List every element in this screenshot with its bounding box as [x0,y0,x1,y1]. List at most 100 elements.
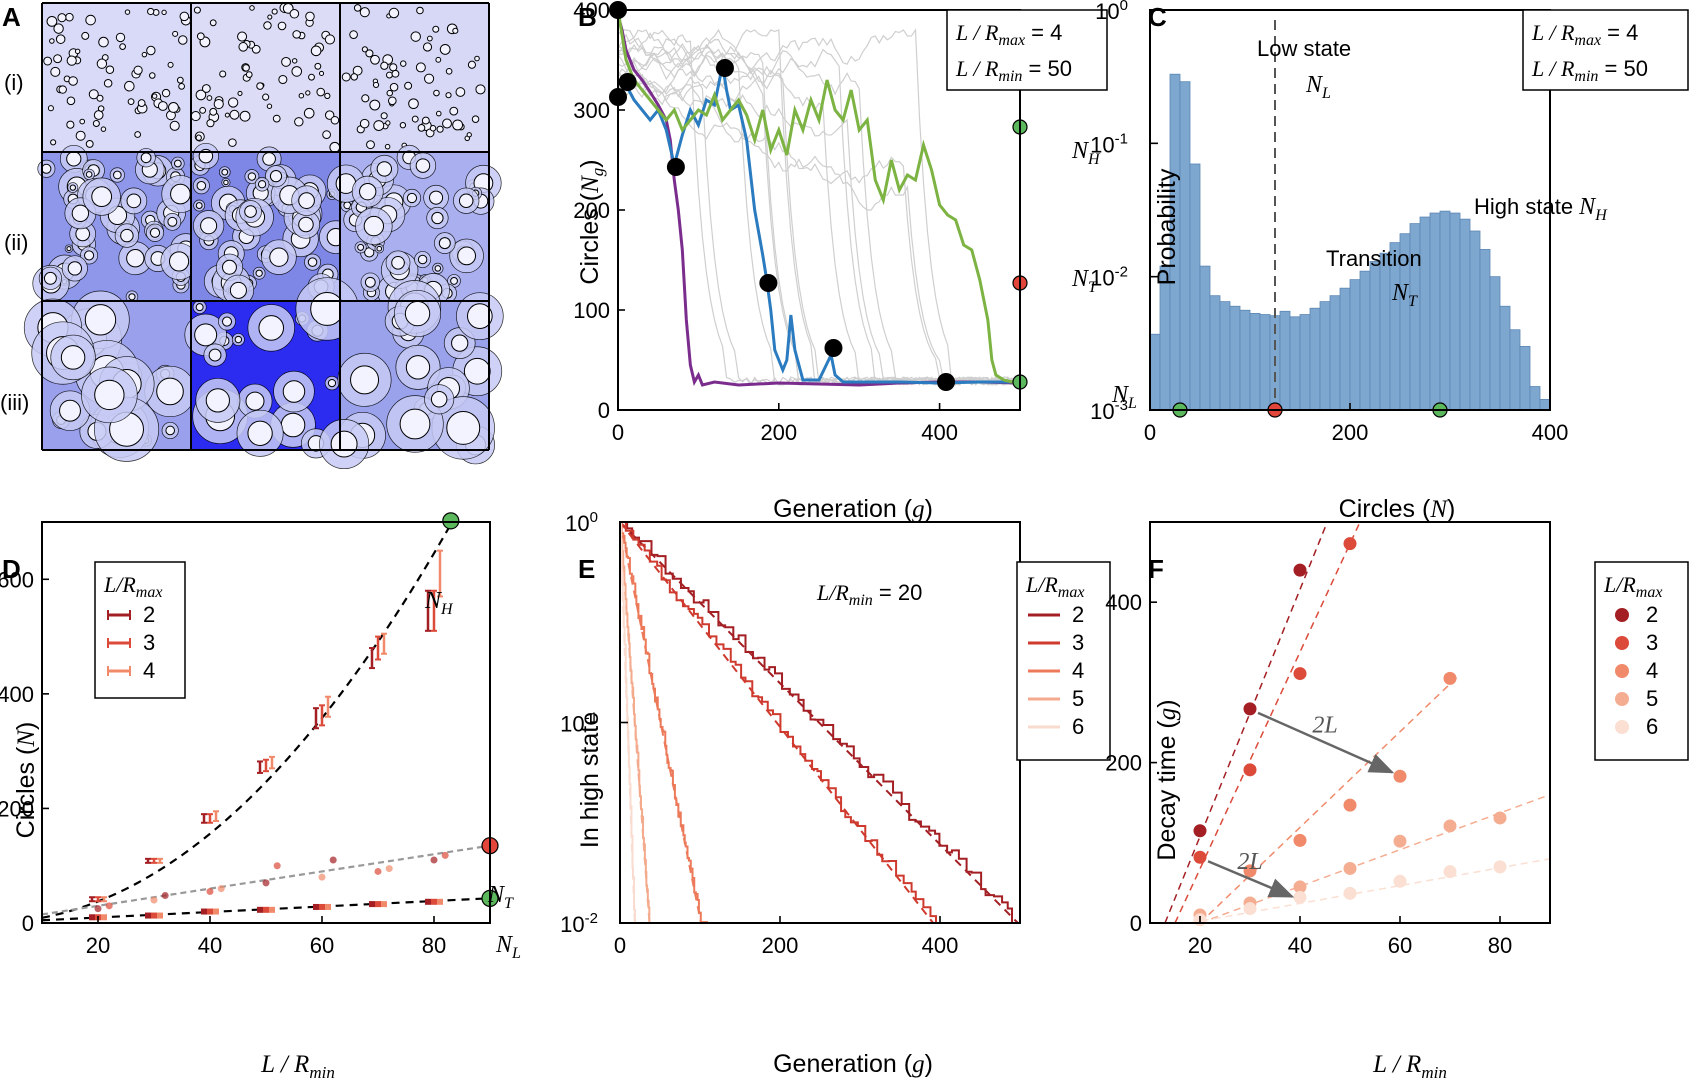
panel-a-circle [172,30,179,37]
panel-f-point-5 [1293,880,1307,894]
panel-a-circle [161,9,167,16]
panel-a-circle [59,399,81,422]
panel-c-ytick-label: 10-2 [1090,264,1128,291]
panel-a-circle [449,106,459,116]
panel-a-circle [94,379,125,411]
panel-b-ytick-label: 300 [573,98,610,123]
panel-a-circle [156,377,184,406]
panel-f-point-4 [1293,833,1307,847]
panel-b-ytick-label: 400 [573,0,610,23]
panel-f-point-5 [1443,819,1457,833]
panel-a-circle [173,159,182,168]
panel-f-legend-label: 3 [1646,630,1658,655]
panel-a-circle [314,62,322,70]
panel-f-plot: 2L 2L 20 40 60 80 0 200 400 [1105,521,1551,958]
panel-e-legend: L/Rmax 2 3 4 5 6 [1016,561,1111,761]
panel-a-circle [369,99,381,111]
panel-a-circle [120,228,134,243]
panel-a-circle [400,60,407,67]
panel-a-circle [208,348,222,362]
panel-a-circle [151,93,158,99]
panel-f-point-3 [1193,850,1207,864]
panel-b-xtick-label: 0 [612,420,624,445]
panel-a-circle [137,99,146,107]
panel-a-circle [245,391,265,411]
panel-c-histogram-bar [1179,81,1191,411]
panel-a-circle [149,227,161,238]
panel-letter-b: B [578,2,597,32]
panel-a-circle [244,205,257,218]
panel-f-fit-2 [1164,521,1328,924]
panel-a-circle [258,315,285,341]
panel-d-ytick-label: 200 [0,796,34,821]
panel-d-ytick-label: 400 [0,682,34,707]
panel-a-circle [224,112,230,118]
panel-a-circle [452,27,459,34]
panel-a-circle [439,44,451,55]
panel-a-circle [291,66,303,77]
panel-f-point-5 [1343,861,1357,875]
panel-a-circle [430,391,448,408]
panel-c-histogram-bar [1459,218,1471,411]
panel-a-circle [97,105,105,112]
panel-f-point-4 [1243,864,1257,878]
panel-d-low-marker [157,912,163,919]
panel-a-circle [294,117,304,127]
panel-f-xtick-label: 20 [1188,933,1212,958]
panel-c-histogram-bar [1339,287,1351,411]
panel-letter-f: F [1148,554,1164,584]
panel-d-transition-point [161,892,169,900]
panel-c-ytick-label: 10-3 [1090,397,1128,424]
panel-f-point-6 [1343,886,1357,900]
panel-c-histogram-bar [1439,210,1451,411]
panel-a-circle [195,303,204,312]
panel-c-ytick-label: 100 [1095,0,1128,24]
panel-a-row-label-iii: (iii) [0,390,29,415]
panel-a-circle [445,92,452,99]
panel-a-circle [417,254,428,265]
panel-a-circle [330,430,358,458]
panel-c-histogram-bar [1349,279,1361,411]
panel-a-circle [408,98,419,110]
panel-e-legend-label: 6 [1072,714,1084,739]
panel-f-point-2 [1193,824,1207,838]
panel-d-low-marker [313,903,319,910]
panel-f-xlabel: L / Rmin [1372,1051,1447,1080]
panel-e-ytick-label: 10-2 [560,910,598,937]
panel-a-circle [266,103,273,109]
panel-d-low-marker [319,903,325,910]
panel-f-legend-label: 4 [1646,658,1658,683]
panel-a-circle [65,12,74,22]
panel-a-circle [193,6,201,14]
panel-a-circle [422,42,433,52]
panel-c-histogram-bar [1209,295,1221,411]
panel-a-circle [330,115,340,125]
panel-a-circle [50,139,57,146]
panel-b-ytick-label: 100 [573,298,610,323]
panel-c-histogram-bar [1159,265,1171,411]
panel-a-circle [66,120,75,129]
panel-a-circle [435,56,442,63]
panel-a-circle [206,119,215,128]
panel-a-circle [298,192,315,209]
panel-a-circle [278,74,288,85]
panel-a-circle [432,25,440,33]
panel-a-circle [385,71,393,79]
panel-letter-d: D [2,554,21,584]
panel-a-circle [165,425,176,436]
panel-a-circle [47,105,54,112]
panel-a-circle [410,31,421,42]
panel-a-circle [234,335,243,344]
panel-a-circle [324,110,335,120]
panel-a-circle [305,90,311,96]
panel-a-circle [451,334,469,352]
panel-f: F 2L 2L 20 40 60 80 0 200 400 L / Rmin Decay tim… [1105,521,1689,1080]
panel-a-circle [421,116,430,125]
panel-d-plot: 20 40 60 80 0 200 400 600 [0,512,499,958]
panel-a-circle [157,101,168,111]
panel-b-marker [759,274,778,292]
panel-a-circle [405,355,431,380]
panel-e-xtick-label: 0 [614,933,626,958]
panel-f-point-5 [1393,834,1407,848]
panel-f-fit-5 [1199,793,1551,924]
